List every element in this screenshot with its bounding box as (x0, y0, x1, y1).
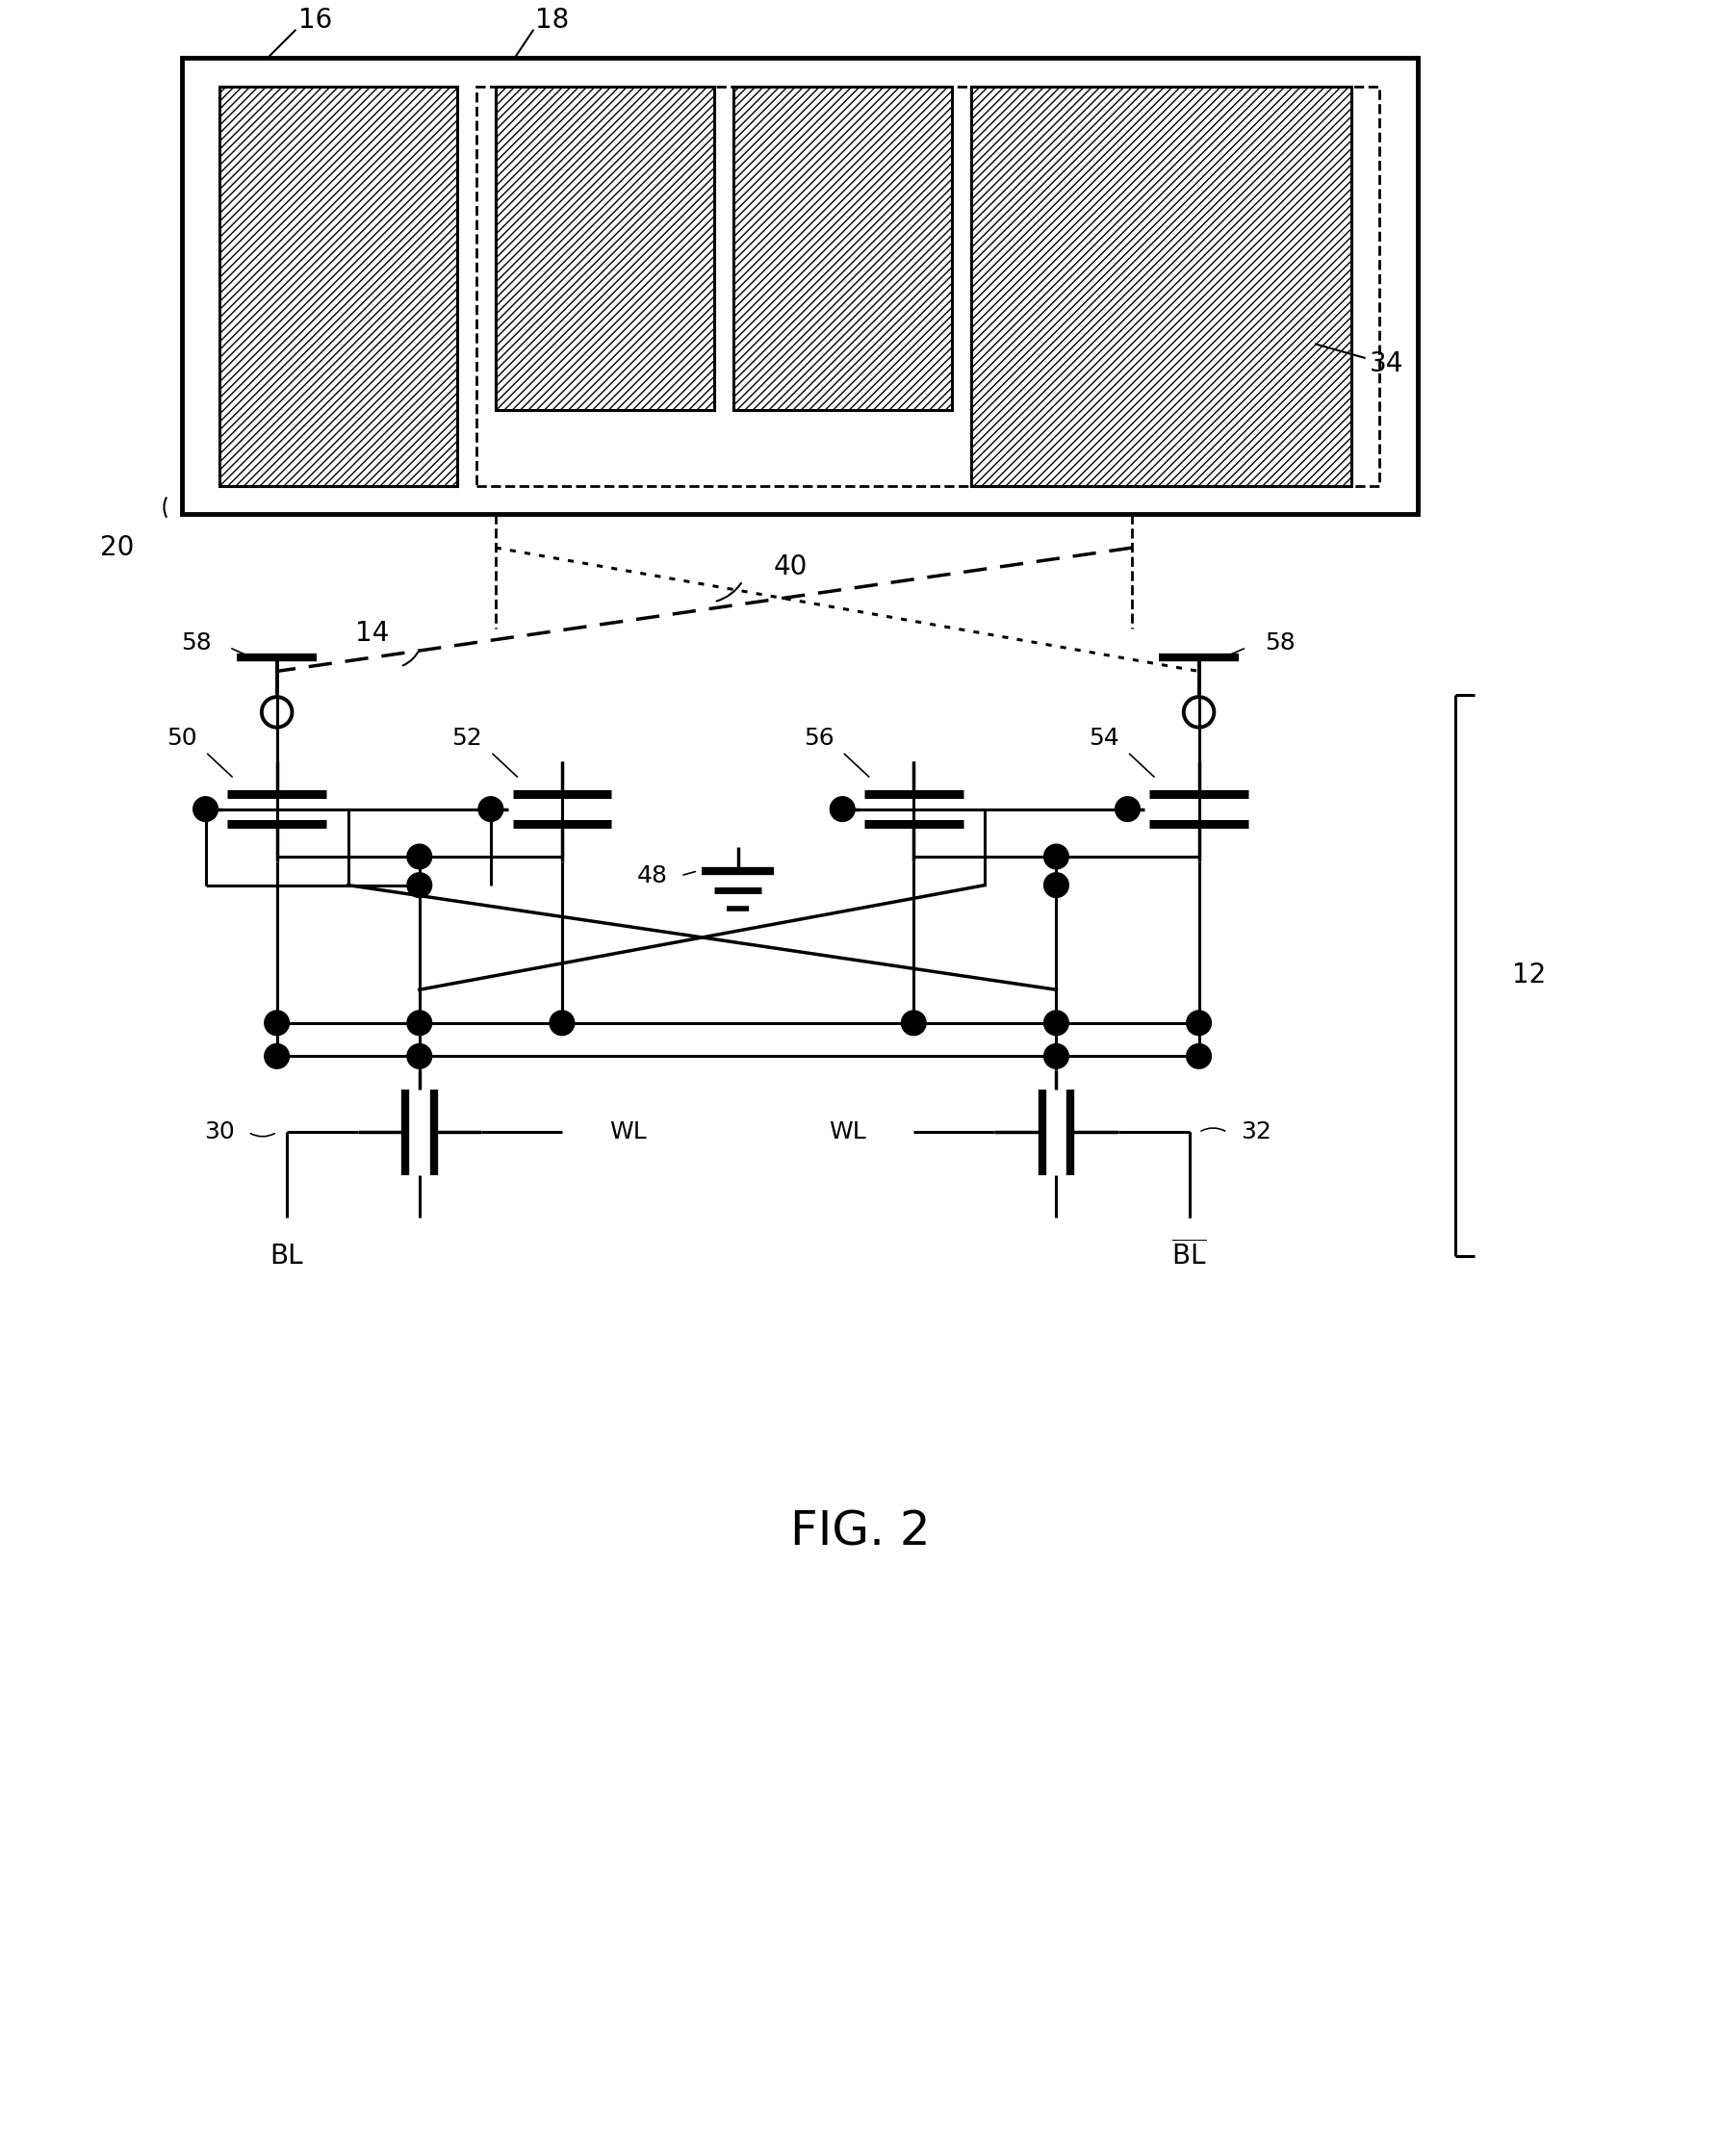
Circle shape (408, 1011, 432, 1035)
Text: 34: 34 (1316, 345, 1404, 377)
Text: 16: 16 (298, 6, 332, 34)
Bar (970, 86, 1350, 485)
Text: 52: 52 (452, 727, 482, 750)
Circle shape (265, 1011, 289, 1035)
Text: 58: 58 (181, 632, 212, 653)
Circle shape (478, 798, 502, 821)
Circle shape (408, 1044, 432, 1069)
Bar (733, 86, 951, 410)
Text: 32: 32 (1240, 1121, 1271, 1145)
Circle shape (408, 873, 432, 897)
Text: 12: 12 (1512, 962, 1546, 990)
Circle shape (1044, 873, 1068, 897)
Text: 14: 14 (354, 619, 389, 647)
Circle shape (1044, 1011, 1068, 1035)
Text: 48: 48 (636, 865, 667, 886)
Circle shape (193, 798, 218, 821)
Circle shape (1187, 1011, 1211, 1035)
Bar (220, 86, 458, 485)
Text: WL: WL (609, 1121, 647, 1145)
Text: 50: 50 (167, 727, 198, 750)
Text: 56: 56 (803, 727, 834, 750)
Bar (495, 86, 714, 410)
Text: BL: BL (270, 1242, 303, 1270)
Text: FIG. 2: FIG. 2 (789, 1509, 931, 1554)
Text: WL: WL (829, 1121, 867, 1145)
Text: 30: 30 (205, 1121, 236, 1145)
Bar (182, 58, 1417, 515)
Text: 54: 54 (1089, 727, 1120, 750)
Circle shape (1044, 845, 1068, 869)
Circle shape (265, 1044, 289, 1069)
Text: 58: 58 (1264, 632, 1295, 653)
Circle shape (831, 798, 855, 821)
Circle shape (408, 845, 432, 869)
Bar (476, 86, 1379, 485)
Text: $\overline{\rm BL}$: $\overline{\rm BL}$ (1171, 1240, 1207, 1272)
Circle shape (901, 1011, 925, 1035)
Circle shape (1044, 1044, 1068, 1069)
Text: 20: 20 (100, 535, 134, 561)
Text: 40: 40 (772, 554, 807, 580)
Circle shape (1187, 1044, 1211, 1069)
Circle shape (1115, 798, 1140, 821)
Circle shape (550, 1011, 574, 1035)
Text: 18: 18 (535, 6, 569, 34)
